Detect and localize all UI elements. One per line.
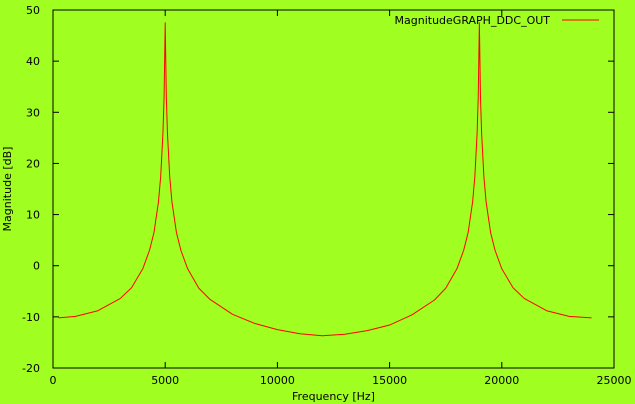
x-axis-label: Frequency [Hz] (292, 390, 375, 403)
series-line (58, 22, 592, 337)
x-tick-label: 0 (50, 374, 57, 387)
y-tick-label: 50 (26, 4, 40, 17)
y-tick-label: 30 (26, 106, 40, 119)
legend: MagnitudeGRAPH_DDC_OUT (395, 14, 599, 27)
x-tick-label: 25000 (597, 374, 632, 387)
plot-border (52, 9, 615, 369)
y-tick-label: 10 (26, 209, 40, 222)
y-tick-label: -20 (22, 362, 40, 375)
y-tick-label: 0 (33, 260, 40, 273)
axis-ticks (52, 9, 615, 369)
x-tick-label: 5000 (151, 374, 179, 387)
axis-tick-labels: 0 5000 10000 15000 20000 25000 -20 -10 0 10 20 30 40… (22, 4, 631, 387)
y-tick-label: 40 (26, 55, 40, 68)
y-axis-label: Magnitude [dB] (1, 147, 14, 232)
x-tick-label: 15000 (372, 374, 407, 387)
legend-entry-label: MagnitudeGRAPH_DDC_OUT (395, 14, 551, 27)
x-tick-label: 20000 (484, 374, 519, 387)
plot-frame (52, 9, 615, 369)
y-tick-label: -10 (22, 311, 40, 324)
y-tick-label: 20 (26, 157, 40, 170)
series-layer (58, 22, 592, 337)
x-tick-label: 10000 (260, 374, 295, 387)
